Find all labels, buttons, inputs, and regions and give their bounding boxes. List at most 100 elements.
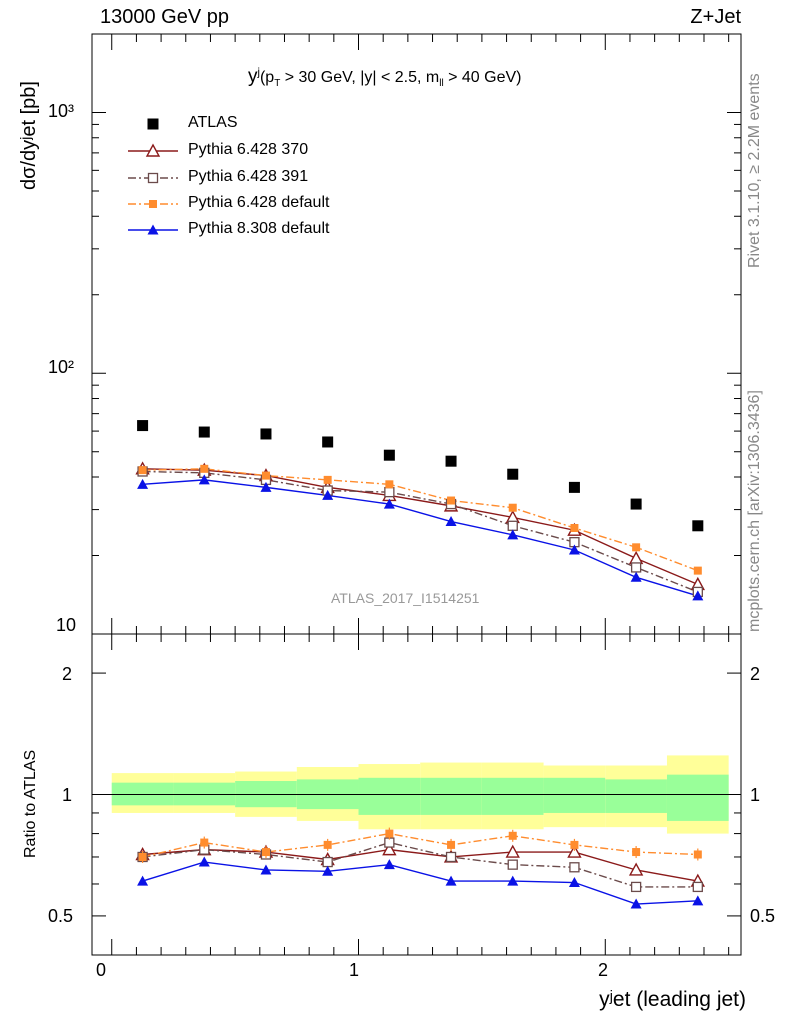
ratio-point-s3 (447, 840, 456, 849)
ratio-point-s4 (630, 898, 642, 909)
ratio-y-tick-label-right-2: 2 (750, 664, 761, 684)
legend-label-p370: Pythia 6.428 370 (188, 141, 309, 158)
ratio-point-s4 (568, 877, 580, 888)
legend-label-p8: Pythia 8.308 default (188, 220, 330, 237)
header-left: 13000 GeV pp (100, 6, 229, 28)
main-point-s0 (445, 455, 457, 467)
band-inner-bin (420, 777, 482, 815)
main-line-4 (142, 479, 699, 597)
main-y-tick-label-10: 10 (56, 615, 77, 635)
ratio-point-s3 (138, 852, 147, 861)
legend (128, 118, 178, 235)
ratio-line-2 (142, 841, 698, 888)
main-point-s4 (260, 481, 272, 492)
ratio-point-s2 (569, 862, 580, 873)
x-tick-label-2: 2 (598, 960, 609, 980)
rivet-label: Rivet 3.1.10, ≥ 2.2M events (746, 73, 763, 268)
ratio-point-s4 (507, 875, 519, 886)
legend-marker-4 (147, 224, 159, 235)
main-point-s4 (383, 498, 395, 509)
legend-label-p391: Pythia 6.428 391 (188, 168, 309, 185)
ratio-point-s4 (383, 859, 395, 870)
ratio-point-s4 (445, 875, 457, 886)
main-point-s0 (568, 481, 580, 493)
main-point-s3 (693, 566, 702, 575)
x-tick-label-0: 0 (96, 960, 107, 980)
ratio-point-s3 (323, 840, 332, 849)
ratio-point-s2 (322, 856, 333, 868)
band-inner-bin (605, 779, 667, 813)
plot-title: yj(pT > 30 GeV, |y| < 2.5, mll > 40 GeV) (248, 66, 522, 90)
band-inner-bin (173, 782, 236, 806)
main-point-s3 (570, 523, 579, 532)
ratio-y-tick-label-right-1: 1 (750, 785, 761, 805)
band-inner-bin (481, 777, 544, 815)
ratio-y-tick-label-right-0.5: 0.5 (750, 906, 776, 926)
main-point-s3 (385, 480, 394, 489)
main-point-s0 (322, 436, 334, 448)
legend-marker-1 (145, 143, 161, 157)
main-point-s4 (630, 571, 642, 582)
ratio-point-s3 (261, 848, 270, 857)
ratio-point-s3 (385, 829, 394, 838)
main-point-s1 (628, 550, 644, 565)
ratio-y-tick-label-2: 2 (62, 664, 73, 684)
ratio-line-3 (142, 832, 698, 858)
ratio-point-s1 (505, 844, 520, 858)
legend-marker-0 (147, 118, 159, 130)
x-tick-label-1: 1 (349, 960, 360, 980)
main-point-s3 (261, 471, 270, 480)
y-axis-title-ratio: Ratio to ATLAS (22, 749, 39, 858)
ratio-point-s2 (630, 881, 642, 893)
series-markers (135, 420, 705, 909)
mcplots-label: mcplots.cern.ch [arXiv:1306.3436] (746, 390, 763, 632)
band-inner-bin (543, 777, 606, 813)
ratio-point-s1 (382, 842, 397, 856)
main-point-s0 (137, 420, 149, 432)
ratio-line-4 (142, 861, 698, 905)
ratio-line-1 (142, 848, 698, 882)
main-point-s2 (384, 486, 395, 498)
main-point-s0 (630, 498, 642, 510)
ratio-point-s3 (693, 850, 702, 859)
band-inner-bin (666, 774, 729, 821)
ratio-point-s3 (508, 831, 517, 840)
watermark: ATLAS_2017_I1514251 (331, 590, 480, 606)
main-line-2 (142, 470, 699, 593)
ratio-point-s4 (322, 865, 334, 876)
y-axis-title-main: dσ/dyʲet [pb] (18, 81, 40, 190)
legend-label-pdefault: Pythia 6.428 default (188, 194, 330, 211)
ratio-point-s2 (507, 859, 518, 870)
ratio-point-s3 (632, 848, 641, 857)
main-point-s0 (198, 426, 210, 438)
legend-label-atlas: ATLAS (188, 114, 238, 131)
main-y-tick-label-1000: 10³ (48, 101, 75, 121)
main-point-s4 (137, 478, 149, 489)
main-point-s3 (200, 464, 209, 473)
main-point-s3 (508, 503, 517, 512)
ratio-point-s3 (570, 840, 579, 849)
main-point-s3 (632, 543, 641, 552)
main-point-s4 (692, 590, 704, 601)
ratio-point-s3 (200, 838, 209, 847)
uncertainty-bands (92, 755, 741, 834)
main-point-s3 (323, 475, 332, 484)
legend-marker-3 (149, 200, 157, 208)
main-line-3 (142, 468, 699, 572)
ratio-y-tick-label-1: 1 (62, 785, 73, 805)
main-point-s2 (630, 562, 642, 573)
ratio-point-s4 (692, 895, 704, 906)
ratio-point-s2 (445, 851, 457, 863)
main-point-s0 (692, 520, 704, 532)
main-point-s0 (507, 468, 519, 480)
main-point-s3 (447, 496, 456, 505)
main-y-tick-label-100: 10² (48, 357, 75, 377)
main-point-s4 (568, 544, 580, 555)
series-lines (142, 468, 699, 905)
ratio-point-s1 (628, 862, 644, 876)
axis-ticks (92, 33, 741, 956)
band-inner-bin (111, 782, 174, 806)
main-point-s4 (322, 489, 334, 500)
main-point-s2 (507, 520, 518, 531)
